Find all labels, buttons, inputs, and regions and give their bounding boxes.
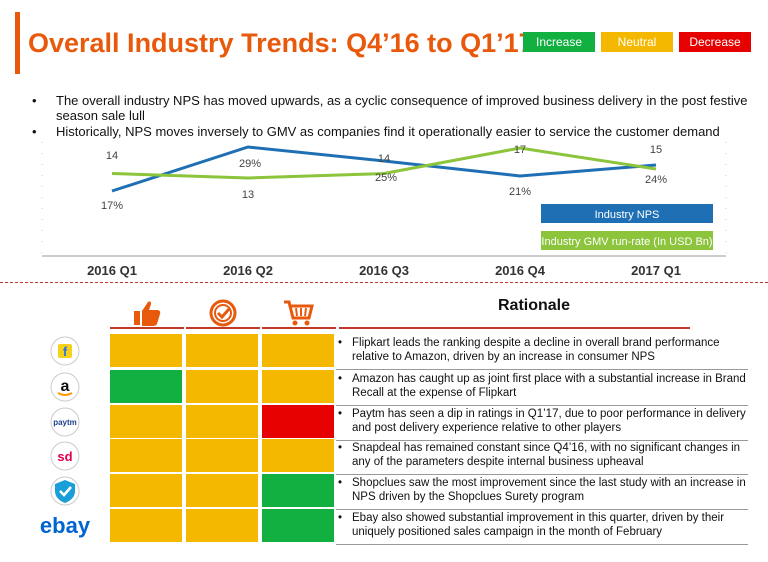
legend-gmv-box — [541, 231, 713, 250]
rating-cell — [262, 334, 334, 367]
rating-cell — [110, 334, 182, 367]
rating-cell — [110, 405, 182, 438]
table-row: f • Flipkart leads the ranking despite a d… — [30, 334, 750, 370]
svg-text:a: a — [61, 378, 70, 395]
gmv-data-label: 14 — [378, 153, 390, 165]
table-row: paytm • Paytm has seen a dip in ratings in… — [30, 405, 750, 441]
rating-cell — [262, 509, 334, 542]
legend-nps-label: Industry NPS — [595, 209, 660, 221]
row-divider — [336, 509, 748, 510]
rating-cell — [110, 474, 182, 507]
cart-icon — [263, 298, 333, 328]
title-accent-bar — [15, 12, 20, 74]
ebay-logo: ebay — [30, 509, 100, 543]
legend-neutral: Neutral — [601, 32, 673, 52]
rating-cell — [186, 334, 258, 367]
row-divider — [336, 440, 748, 441]
legend-decrease: Decrease — [679, 32, 751, 52]
rating-cell — [110, 370, 182, 403]
legend-increase: Increase — [523, 32, 595, 52]
legend-gmv-label: Industry GMV run-rate (In USD Bn) — [541, 236, 712, 248]
row-divider — [336, 369, 748, 370]
flipkart-logo: f — [30, 334, 100, 368]
rating-cell — [262, 405, 334, 438]
thumbs-up-icon — [112, 298, 182, 328]
rationale-text: • Shopclues saw the most improvement sinc… — [338, 477, 746, 503]
rating-cell — [110, 439, 182, 472]
x-tick-label: 2017 Q1 — [631, 263, 681, 278]
page-title: Overall Industry Trends: Q4’16 to Q1’17 — [28, 28, 534, 58]
amazon-logo: a — [30, 370, 100, 404]
nps-data-label: 21% — [509, 186, 531, 198]
snapdeal-logo: sd — [30, 439, 100, 473]
row-divider — [336, 405, 748, 406]
gmv-data-label: 13 — [242, 189, 254, 201]
gmv-data-label: 14 — [106, 150, 118, 162]
x-tick-label: 2016 Q3 — [359, 263, 409, 278]
nps-data-label: 17% — [101, 200, 123, 212]
bullet-list: • The overall industry NPS has moved upwa… — [32, 93, 752, 140]
badge-check-icon — [188, 298, 258, 328]
rationale-text: • Snapdeal has remained constant since Q4… — [338, 442, 741, 468]
header-underline — [186, 327, 260, 329]
bullet-item: • The overall industry NPS has moved upwa… — [32, 93, 748, 123]
x-tick-label: 2016 Q4 — [495, 263, 546, 278]
table-row: ebay • Ebay also showed substantial improv… — [30, 509, 750, 545]
svg-text:paytm: paytm — [53, 418, 77, 427]
header-underline — [110, 327, 184, 329]
header-underline — [339, 327, 690, 329]
section-divider — [0, 282, 768, 283]
bullet-item: • Historically, NPS moves inversely to GM… — [32, 124, 720, 139]
nps-data-label: 25% — [375, 172, 397, 184]
rating-cell — [186, 405, 258, 438]
nps-data-label: 29% — [239, 158, 261, 170]
rationale-text: • Flipkart leads the ranking despite a de… — [338, 337, 720, 363]
row-divider — [336, 474, 748, 475]
series-line-nps — [111, 145, 657, 193]
rationale-text: • Paytm has seen a dip in ratings in Q1’1… — [338, 408, 746, 434]
rating-cell — [186, 370, 258, 403]
trend-chart: 2016 Q1 2016 Q2 2016 Q3 2016 Q4 2017 Q1 17% 29… — [41, 142, 727, 278]
svg-text:sd: sd — [57, 449, 72, 464]
gmv-data-label: 17 — [514, 144, 526, 156]
x-tick-label: 2016 Q2 — [223, 263, 273, 278]
row-divider — [336, 544, 748, 545]
rating-cell — [110, 509, 182, 542]
rating-cell — [186, 439, 258, 472]
svg-text:ebay: ebay — [40, 513, 91, 538]
rating-cell — [262, 439, 334, 472]
x-tick-label: 2016 Q1 — [87, 263, 137, 278]
table-row: • Shopclues saw the most improvement sinc… — [30, 474, 750, 510]
series-line-gmv — [111, 146, 657, 180]
rating-cell — [186, 474, 258, 507]
shopclues-logo — [30, 474, 100, 508]
table-row: a • Amazon has caught up as joint first pl… — [30, 370, 750, 406]
paytm-logo: paytm — [30, 405, 100, 439]
legend-nps-box — [541, 204, 713, 223]
rating-cell — [186, 509, 258, 542]
gmv-data-label: 15 — [650, 144, 662, 156]
rating-cell — [262, 474, 334, 507]
header-underline — [262, 327, 336, 329]
rating-cell — [262, 370, 334, 403]
nps-data-label: 24% — [645, 174, 667, 186]
svg-text:f: f — [63, 344, 68, 359]
rationale-title: Rationale — [498, 297, 571, 314]
rationale-text: • Ebay also showed substantial improvemen… — [338, 512, 725, 538]
table-row: sd • Snapdeal has remained constant since … — [30, 439, 750, 475]
rationale-text: • Amazon has caught up as joint first pla… — [338, 373, 746, 399]
